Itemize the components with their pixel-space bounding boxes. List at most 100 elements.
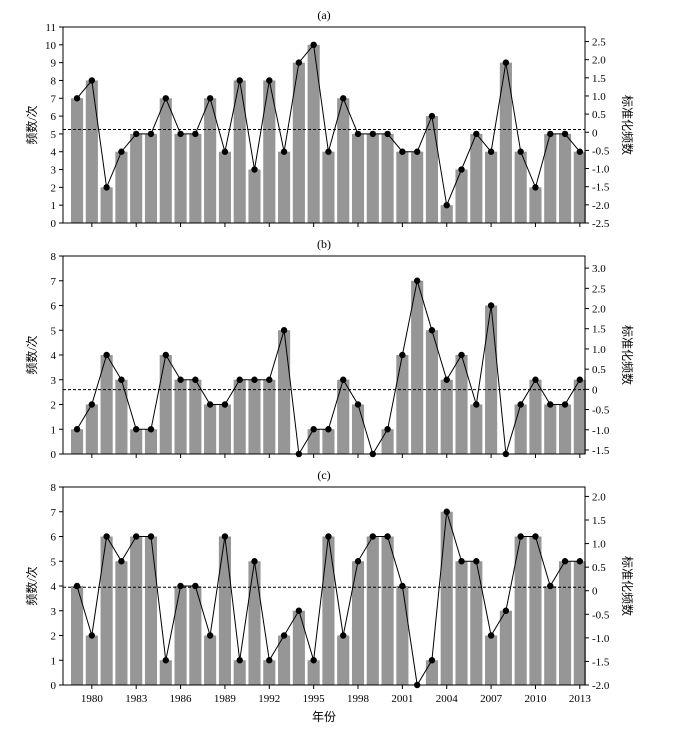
bar xyxy=(204,98,217,223)
bar xyxy=(115,561,128,685)
bar xyxy=(263,379,276,454)
y-tick-label: 2 xyxy=(51,400,57,412)
bar xyxy=(100,187,113,223)
bar xyxy=(485,635,498,685)
bar xyxy=(573,151,586,223)
bar xyxy=(144,536,158,685)
x-axis-label: 年份 xyxy=(312,710,336,724)
bar xyxy=(218,404,231,454)
bar xyxy=(337,98,350,223)
bar xyxy=(440,205,453,223)
y-right-tick-label: 2.0 xyxy=(592,304,606,316)
bar xyxy=(233,80,246,223)
bar xyxy=(470,561,483,685)
bar xyxy=(322,536,335,685)
y-tick-label: 3 xyxy=(51,606,57,618)
data-point xyxy=(251,376,258,383)
bar xyxy=(514,536,527,685)
bar xyxy=(485,151,498,223)
data-point xyxy=(266,376,273,383)
bar xyxy=(351,133,365,223)
y-axis-label: 频数/次 xyxy=(24,105,39,144)
y-right-tick-label: 2.0 xyxy=(592,55,606,67)
data-point xyxy=(487,148,495,155)
data-point xyxy=(428,327,436,334)
bar xyxy=(337,379,350,454)
bar xyxy=(558,561,572,685)
x-tick-label: 1980 xyxy=(81,693,104,705)
data-point xyxy=(266,657,273,664)
data-point xyxy=(251,166,258,173)
data-point xyxy=(147,533,155,540)
bar xyxy=(100,536,113,685)
data-point xyxy=(399,582,406,590)
data-point xyxy=(88,401,96,408)
data-point xyxy=(73,426,81,433)
data-point xyxy=(88,77,96,84)
data-point xyxy=(399,351,406,359)
data-point xyxy=(206,95,214,102)
y-tick-label: 0 xyxy=(51,680,57,692)
y-right-tick-label: 1.5 xyxy=(592,515,606,527)
y-tick-label: 5 xyxy=(51,129,57,141)
data-point xyxy=(236,376,243,383)
bar xyxy=(130,133,143,223)
data-point xyxy=(103,184,110,191)
data-point xyxy=(251,558,258,565)
y-right-axis-label: 标准化频数 xyxy=(620,95,635,155)
y-right-axis-label: 标准化频数 xyxy=(620,325,635,385)
plot-frame xyxy=(62,26,586,224)
y-tick-label: 1 xyxy=(51,200,57,212)
y-right-tick-label: -2.0 xyxy=(592,680,610,692)
y-right-tick-label: 2.0 xyxy=(592,491,606,503)
x-tick-label: 1998 xyxy=(347,693,370,705)
y-right-tick-label: -0.5 xyxy=(592,145,610,157)
x-tick-label: 2001 xyxy=(391,693,413,705)
y-tick-label: 5 xyxy=(51,556,57,568)
bar xyxy=(425,660,439,685)
y-right-tick-label: -1.5 xyxy=(592,445,610,457)
bar xyxy=(351,404,365,454)
data-point xyxy=(310,41,317,49)
plot-frame xyxy=(62,255,586,455)
y-right-tick-label: 2.5 xyxy=(592,37,606,49)
bar xyxy=(248,169,261,223)
bar xyxy=(455,169,468,223)
y-right-tick-label: 1.0 xyxy=(592,344,606,356)
x-tick-label: 2013 xyxy=(569,693,592,705)
bar xyxy=(411,280,424,454)
data-point xyxy=(103,533,110,540)
x-tick-label: 1983 xyxy=(125,693,148,705)
bar xyxy=(366,133,379,223)
bar xyxy=(248,561,261,685)
bar xyxy=(411,151,424,223)
y-tick-label: 8 xyxy=(51,75,57,87)
data-point xyxy=(295,607,303,614)
x-tick-label: 1992 xyxy=(258,693,280,705)
data-point xyxy=(118,148,125,155)
bar xyxy=(159,98,172,223)
data-point xyxy=(458,351,465,359)
y-right-tick-label: -1.0 xyxy=(592,425,610,437)
data-point xyxy=(266,77,273,84)
data-point xyxy=(369,130,376,138)
data-point xyxy=(340,95,347,102)
y-right-tick-label: 1.0 xyxy=(592,91,606,103)
bar xyxy=(204,404,217,454)
data-point xyxy=(502,59,510,66)
y-right-tick-label: 0 xyxy=(592,586,598,598)
y-right-tick-label: 0.5 xyxy=(592,364,606,376)
panel-title: (a) xyxy=(317,8,330,22)
data-point xyxy=(206,632,214,639)
data-point xyxy=(384,426,391,433)
data-point xyxy=(280,632,288,639)
bar xyxy=(70,98,84,223)
bar xyxy=(174,379,187,454)
bar xyxy=(337,635,350,685)
y-axis-label: 频数/次 xyxy=(24,566,39,605)
data-point xyxy=(325,533,332,540)
data-point xyxy=(132,426,140,433)
y-tick-label: 10 xyxy=(45,40,57,52)
panel-c: (c) 0 1 2 3 4 5 6 7 8 -2.0 -1.5 -1.0 -0.5 0 0.5 1.0 1.5 2.… xyxy=(24,468,635,705)
bar xyxy=(218,536,231,685)
